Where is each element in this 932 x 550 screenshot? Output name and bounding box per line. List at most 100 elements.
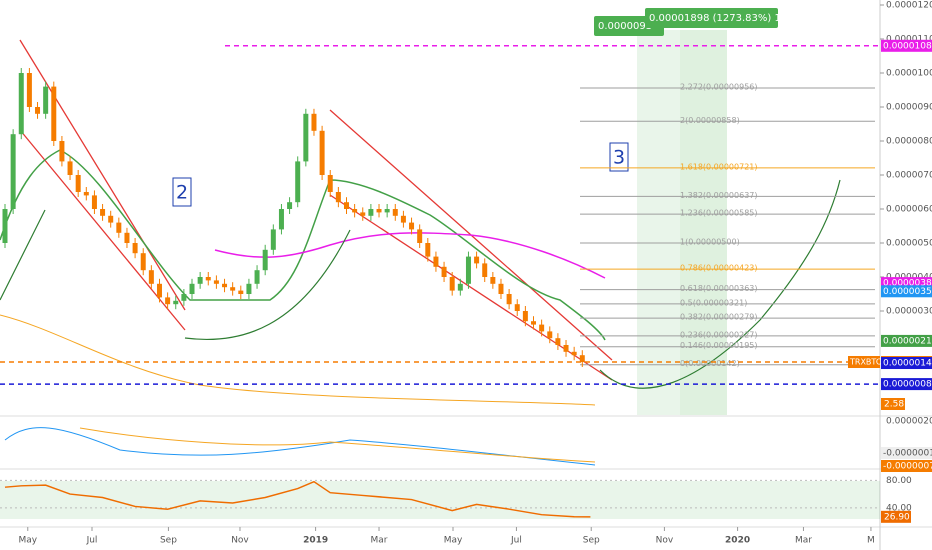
candle <box>555 338 561 345</box>
candle <box>335 192 341 203</box>
candle <box>18 73 24 135</box>
wave-box <box>172 177 192 207</box>
candle <box>100 209 106 216</box>
fib-label: 0.786(0.00000423) <box>680 264 758 273</box>
candle <box>116 222 122 233</box>
x-tick-label: Nov <box>231 536 249 546</box>
candle <box>26 73 32 107</box>
candle <box>417 229 423 243</box>
price-label: 0.00001080 <box>883 41 932 51</box>
candle <box>108 215 114 223</box>
candle <box>433 256 439 267</box>
candle <box>579 355 585 362</box>
candle <box>319 130 325 175</box>
x-tick-label: 2020 <box>725 536 750 546</box>
x-tick-label: Jul <box>510 536 522 546</box>
candle <box>295 161 301 203</box>
fib-label: 1.236(0.00000585) <box>680 209 758 218</box>
price-label-bg <box>881 334 932 347</box>
macd-label: -0.00000074 <box>883 462 932 472</box>
fib-label: 2.272(0.00000956) <box>680 82 758 91</box>
candle <box>531 321 537 325</box>
candle <box>563 345 569 352</box>
candle <box>514 304 520 311</box>
candle <box>343 202 349 209</box>
fib-label: 0.5(0.00000321) <box>680 298 747 307</box>
y-tick-label: 0.00000500 <box>886 239 932 249</box>
candle <box>35 107 41 114</box>
price-label-bg <box>881 357 932 370</box>
wave-label: 3 <box>613 147 625 169</box>
candle <box>124 232 130 243</box>
rsi-tick-label: 80.00 <box>886 476 912 486</box>
candle <box>311 113 317 131</box>
candle <box>303 113 309 162</box>
x-tick-label: Mar <box>795 536 812 546</box>
candle <box>368 209 374 216</box>
candle <box>270 229 276 250</box>
candle <box>213 280 219 284</box>
symbol-label: TRXBTC <box>849 358 882 367</box>
candle <box>474 256 480 264</box>
candle <box>327 175 333 192</box>
candle <box>132 243 138 254</box>
candle <box>571 351 577 356</box>
tooltip: 0.0000093 <box>598 21 652 32</box>
wave-label: 2 <box>176 182 188 204</box>
tooltip: 0.00001898 (1273.83%) 1898 <box>649 13 800 24</box>
x-tick-label: Mar <box>371 536 388 546</box>
x-tick-label: May <box>444 536 463 546</box>
price-label: 0.00000147 <box>883 359 932 369</box>
candle <box>148 270 154 284</box>
label-bg <box>881 447 932 459</box>
fib-label: 2(0.00000858) <box>680 116 740 125</box>
candle <box>498 283 504 294</box>
candle <box>140 253 146 271</box>
candle <box>400 215 406 223</box>
candle <box>490 277 496 284</box>
x-tick-label: 2019 <box>303 536 328 546</box>
candle <box>409 222 415 230</box>
candle <box>83 192 89 196</box>
fib-label: 0.236(0.00000227) <box>680 330 758 339</box>
candle <box>197 277 203 284</box>
x-tick-label: M <box>867 536 875 546</box>
fib-label: 0(0.00000142) <box>680 359 740 368</box>
fib-label: 0.146(0.00000195) <box>680 341 758 350</box>
rsi-tick-label: 40.00 <box>886 503 912 513</box>
x-tick-label: Sep <box>583 536 600 546</box>
wave-box <box>609 142 629 172</box>
volume-value: 2.58 <box>884 400 904 410</box>
candle <box>425 243 431 257</box>
candle <box>230 287 236 291</box>
candle <box>482 263 488 277</box>
candle <box>246 283 252 294</box>
x-tick-label: Jul <box>86 536 98 546</box>
y-tick-label: 0.00001200 <box>886 1 932 11</box>
candle <box>384 209 390 213</box>
projection-band <box>680 30 727 415</box>
price-label: 0.00000358 <box>883 287 932 297</box>
candle <box>67 161 73 175</box>
price-label-bg <box>881 285 932 298</box>
candle <box>457 283 463 291</box>
candle <box>156 283 162 298</box>
price-label-bg <box>881 39 932 52</box>
candle <box>278 209 284 230</box>
candle <box>352 209 358 213</box>
candle <box>522 311 528 322</box>
tooltip-bg <box>645 8 778 28</box>
candle <box>43 86 49 114</box>
candle <box>465 256 471 284</box>
candle <box>547 331 553 339</box>
candle <box>75 175 81 192</box>
candle <box>10 134 16 209</box>
candle <box>205 277 211 281</box>
fib-label: 1.618(0.00000721) <box>680 162 758 171</box>
